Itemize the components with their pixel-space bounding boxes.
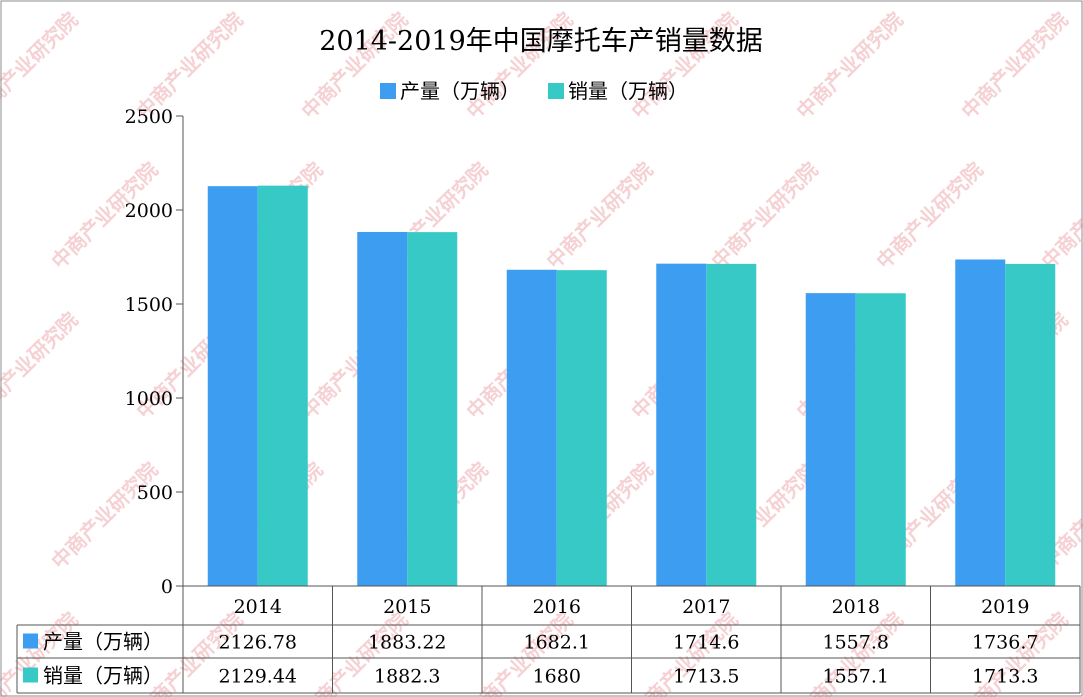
- watermark-text: 中商产业研究院: [957, 8, 1073, 124]
- watermark-text: 中商产业研究院: [297, 8, 413, 124]
- bars: [207, 185, 1056, 587]
- data-label: 1883.22: [368, 632, 447, 654]
- data-label: 1680: [533, 666, 581, 688]
- data-label: 1714.6: [673, 632, 739, 654]
- watermark-text: 中商产业研究院: [792, 8, 908, 124]
- watermark-text: 中商产业研究院: [47, 458, 163, 574]
- bar-2015-production: [357, 231, 408, 586]
- chart-title: 2014-2019年中国摩托车产销量数据: [319, 26, 763, 57]
- data-label: 1882.3: [374, 666, 440, 688]
- legend-swatch: [548, 83, 564, 99]
- y-tick-label: 1500: [125, 294, 173, 316]
- category-label: 2014: [234, 596, 282, 618]
- y-tick-label: 2000: [125, 200, 173, 222]
- watermark-text: 中商产业研究院: [542, 158, 658, 274]
- data-label: 1713.3: [972, 666, 1038, 688]
- bar-2017-sales: [706, 263, 757, 586]
- data-label: 1557.1: [823, 666, 889, 688]
- watermark-text: 中商产业研究院: [872, 158, 988, 274]
- table-legend-swatch: [23, 667, 38, 683]
- y-tick-label: 0: [161, 576, 173, 598]
- data-label: 1736.7: [972, 632, 1038, 654]
- table-legend-swatch: [23, 633, 38, 649]
- legend-swatch: [380, 83, 396, 99]
- bar-2014-production: [207, 186, 258, 587]
- legend-label: 产量（万辆）: [400, 80, 520, 103]
- watermark-text: 中商产业研究院: [0, 308, 83, 424]
- bar-2015-sales: [407, 232, 458, 586]
- watermark-text: 中商产业研究院: [707, 158, 823, 274]
- data-label: 2126.78: [218, 632, 297, 654]
- bar-2018-production: [805, 293, 856, 586]
- bar-2018-sales: [855, 293, 906, 586]
- bar-2019-production: [955, 259, 1006, 586]
- category-label: 2019: [981, 596, 1029, 618]
- watermark-text: 中商产业研究院: [462, 8, 578, 124]
- bar-2016-sales: [556, 270, 607, 586]
- data-table: 2014 2015 2016 2017 2018 2019 产量（万辆） 2126.78 188…: [16, 585, 1081, 694]
- y-tick-label: 2500: [125, 106, 173, 128]
- bar-2017-production: [656, 263, 707, 586]
- table-row-label: 产量（万辆）: [43, 631, 163, 654]
- category-label: 2017: [682, 596, 730, 618]
- table-row-label: 销量（万辆）: [43, 665, 163, 688]
- bar-2019-sales: [1005, 263, 1056, 586]
- watermark-text: 中商产业研究院: [1037, 158, 1083, 274]
- y-tick-label: 1000: [125, 388, 173, 410]
- data-label: 1682.1: [524, 632, 590, 654]
- bar-2016-production: [506, 269, 557, 586]
- data-label: 2129.44: [218, 666, 297, 688]
- data-label: 1713.5: [673, 666, 739, 688]
- category-label: 2018: [832, 596, 880, 618]
- legend: 产量（万辆） 销量（万辆）: [380, 80, 688, 103]
- category-label: 2016: [533, 596, 581, 618]
- legend-label: 销量（万辆）: [568, 80, 688, 103]
- watermark-text: 中商产业研究院: [627, 8, 743, 124]
- y-tick-label: 500: [137, 482, 173, 504]
- watermark-text: 中商产业研究院: [0, 8, 83, 124]
- bar-2014-sales: [257, 185, 308, 586]
- category-label: 2015: [383, 596, 431, 618]
- data-label: 1557.8: [823, 632, 889, 654]
